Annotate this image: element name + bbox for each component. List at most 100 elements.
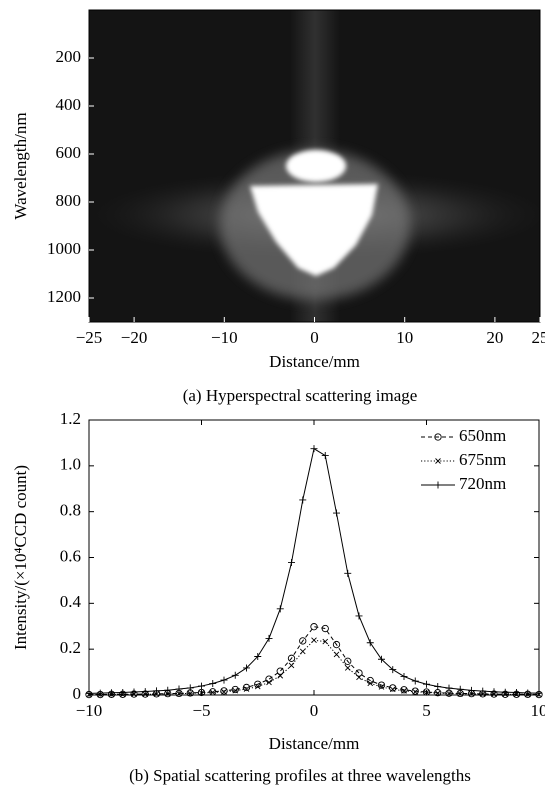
x-axis-label: Distance/mm [269, 352, 360, 371]
data-marker [276, 605, 284, 613]
data-marker [411, 677, 419, 685]
x-axis-label: Distance/mm [269, 734, 360, 753]
data-marker [141, 688, 149, 696]
data-marker [198, 682, 205, 690]
data-marker [164, 691, 171, 697]
legend-marker [434, 481, 442, 489]
data-marker [389, 686, 396, 693]
data-marker [344, 569, 352, 577]
data-marker [378, 655, 385, 663]
y-tick-label: 0.4 [60, 592, 82, 611]
data-marker [243, 664, 250, 672]
series-line [89, 626, 540, 696]
data-marker [254, 683, 261, 690]
data-marker [423, 680, 430, 688]
data-marker [310, 445, 318, 453]
data-marker [355, 612, 363, 620]
series-line [89, 639, 539, 696]
data-marker [287, 654, 296, 662]
data-marker [344, 657, 352, 665]
data-marker [130, 688, 138, 696]
data-marker [344, 665, 351, 671]
y-tick-label: 600 [56, 143, 82, 162]
data-marker [242, 683, 251, 692]
data-marker [231, 685, 239, 694]
y-tick-label: 1.2 [60, 409, 81, 428]
data-marker [232, 687, 239, 694]
image-spot [250, 184, 378, 276]
scattering-image [89, 10, 540, 322]
data-marker [321, 452, 329, 460]
data-marker [186, 684, 194, 692]
caption: (a) Hyperspectral scattering image [183, 386, 418, 405]
y-axis-label: Intensity/(×10⁴CCD count) [11, 465, 30, 650]
x-tick-label: 0 [310, 701, 319, 720]
data-marker [265, 675, 273, 683]
x-tick-label: −10 [211, 328, 238, 347]
x-tick-label: −20 [121, 328, 148, 347]
data-marker [231, 671, 239, 679]
data-marker [468, 686, 475, 694]
data-marker [332, 641, 341, 649]
legend-label: 675nm [459, 450, 506, 469]
data-marker [366, 639, 374, 647]
data-marker [389, 666, 397, 674]
data-marker [445, 684, 453, 692]
data-marker [299, 648, 306, 655]
data-marker [288, 559, 295, 567]
y-tick-label: 400 [56, 95, 82, 114]
data-marker [310, 623, 318, 631]
data-marker [412, 688, 419, 695]
y-axis-label: Wavelength/nm [11, 112, 30, 219]
y-tick-label: 0.6 [60, 546, 81, 565]
image-spot [286, 150, 346, 182]
data-marker [356, 674, 362, 681]
x-tick-label: 10 [396, 328, 413, 347]
data-marker [299, 637, 307, 645]
x-tick-label: −10 [76, 701, 103, 720]
data-marker [456, 685, 464, 693]
data-marker [490, 688, 498, 696]
x-tick-label: 0 [310, 328, 319, 347]
data-marker [377, 681, 386, 689]
y-tick-label: 0.2 [60, 638, 81, 657]
legend-marker [435, 458, 441, 464]
data-marker [322, 638, 329, 645]
data-marker [400, 672, 408, 680]
data-marker [457, 691, 464, 697]
y-tick-label: 0 [73, 684, 82, 703]
data-marker [288, 662, 295, 669]
data-marker [96, 689, 104, 697]
data-marker [321, 624, 329, 633]
data-marker [367, 680, 374, 687]
data-marker [265, 634, 273, 642]
x-tick-label: 20 [486, 328, 503, 347]
legend-label: 650nm [459, 426, 506, 445]
data-marker [277, 672, 284, 679]
caption: (b) Spatial scattering profiles at three… [129, 766, 471, 785]
data-marker [378, 684, 385, 690]
y-tick-label: 800 [56, 191, 82, 210]
x-tick-label: 5 [422, 701, 431, 720]
data-marker [175, 685, 183, 693]
data-marker [209, 689, 216, 696]
data-marker [434, 683, 442, 691]
data-marker [400, 686, 408, 694]
legend-label: 720nm [459, 474, 506, 493]
data-marker [389, 684, 397, 692]
data-marker [266, 679, 272, 686]
plot-lines [85, 445, 543, 699]
x-tick-label: −25 [76, 328, 103, 347]
data-marker [299, 496, 307, 504]
y-tick-label: 200 [56, 47, 82, 66]
y-tick-label: 1200 [47, 287, 81, 306]
y-tick-label: 1.0 [60, 455, 81, 474]
data-marker [254, 653, 262, 660]
legend-marker [434, 433, 442, 441]
data-marker [366, 676, 374, 685]
y-tick-label: 0.8 [60, 501, 81, 520]
x-tick-label: 25 [532, 328, 545, 347]
x-tick-label: −5 [192, 701, 210, 720]
